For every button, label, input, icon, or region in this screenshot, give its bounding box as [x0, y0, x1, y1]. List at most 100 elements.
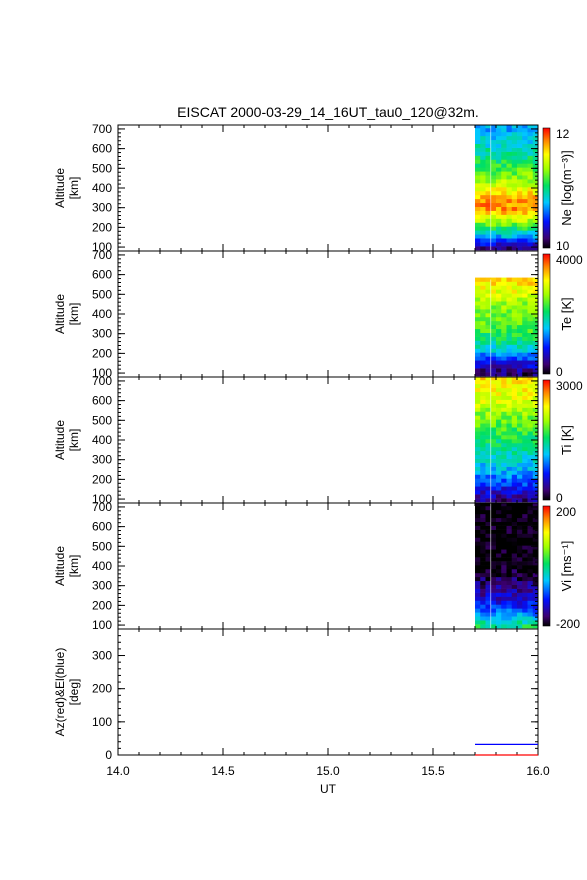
- heatmap-cell: [485, 377, 492, 381]
- heatmap-cell: [506, 368, 513, 373]
- heatmap-cell: [511, 423, 518, 428]
- heatmap-cell: [485, 435, 492, 440]
- heatmap-cell: [517, 214, 523, 219]
- heatmap-cell: [506, 592, 513, 597]
- x-tick-label: 14.0: [106, 764, 130, 778]
- heatmap-cell: [527, 407, 534, 412]
- heatmap-cell: [511, 127, 518, 133]
- heatmap-cell: [522, 183, 528, 188]
- heatmap-cell: [532, 320, 539, 326]
- heatmap-cell: [475, 320, 481, 326]
- heatmap-cell: [501, 332, 507, 337]
- heatmap-cell: [496, 565, 502, 570]
- heatmap-cell: [496, 462, 502, 467]
- heatmap-cell: [527, 612, 534, 617]
- heatmap-cell: [480, 435, 486, 440]
- heatmap-cell: [490, 364, 497, 369]
- heatmap-cell: [490, 277, 497, 282]
- heatmap-cell: [485, 320, 492, 326]
- heatmap-cell: [522, 454, 528, 460]
- heatmap-cell: [496, 576, 502, 582]
- heatmap-cell: [501, 604, 507, 609]
- heatmap-cell: [490, 450, 497, 456]
- heatmap-cell: [511, 155, 518, 160]
- heatmap-cell: [490, 494, 497, 499]
- heatmap-cell: [517, 125, 523, 129]
- heatmap-cell: [480, 167, 486, 172]
- heatmap-cell: [506, 446, 513, 452]
- heatmap-cell: [506, 364, 513, 369]
- heatmap-cell: [511, 289, 518, 294]
- heatmap-cell: [506, 316, 513, 322]
- heatmap-cell: [496, 320, 502, 326]
- heatmap-cell: [501, 568, 507, 574]
- heatmap-cell: [480, 372, 486, 377]
- heatmap-cell: [511, 234, 518, 239]
- heatmap-cell: [485, 537, 492, 542]
- heatmap-cell: [480, 415, 486, 420]
- heatmap-cell: [480, 490, 486, 495]
- heatmap-cell: [517, 309, 523, 314]
- heatmap-cell: [501, 293, 507, 298]
- heatmap-cell: [490, 159, 497, 164]
- heatmap-cell: [475, 167, 481, 172]
- heatmap-cell: [527, 576, 534, 582]
- heatmap-cell: [475, 222, 481, 227]
- heatmap-cell: [527, 521, 534, 526]
- heatmap-cell: [517, 588, 523, 593]
- heatmap-cell: [475, 348, 481, 353]
- heatmap-cell: [527, 198, 534, 204]
- heatmap-cell: [506, 553, 513, 558]
- heatmap-cell: [496, 328, 502, 334]
- heatmap-cell: [506, 450, 513, 456]
- heatmap-cell: [511, 125, 518, 129]
- heatmap-cell: [490, 427, 497, 432]
- heatmap-cell: [506, 179, 513, 184]
- heatmap-cell: [501, 423, 507, 428]
- heatmap-cell: [496, 592, 502, 597]
- heatmap-cell: [517, 190, 523, 196]
- heatmap-cell: [522, 624, 528, 629]
- heatmap-cell: [485, 246, 492, 251]
- heatmap-cell: [511, 624, 518, 629]
- heatmap-cell: [496, 568, 502, 574]
- heatmap-cell: [490, 316, 497, 322]
- heatmap-cell: [517, 411, 523, 416]
- heatmap-cell: [511, 478, 518, 483]
- heatmap-cell: [480, 305, 486, 310]
- heatmap-cell: [506, 383, 513, 389]
- heatmap-cell: [501, 171, 507, 176]
- heatmap-cell: [517, 194, 523, 200]
- colorbar-max-label: 3000: [556, 379, 583, 393]
- heatmap-cell: [490, 439, 497, 444]
- heatmap-cell: [480, 604, 486, 609]
- heatmap-cell: [490, 478, 497, 483]
- heatmap-cell: [501, 183, 507, 188]
- heatmap-cell: [511, 139, 518, 145]
- heatmap-cell: [522, 344, 528, 349]
- heatmap-cell: [475, 356, 481, 361]
- heatmap-cell: [517, 541, 523, 546]
- heatmap-cell: [506, 470, 513, 475]
- heatmap-cell: [496, 190, 502, 196]
- heatmap-cell: [485, 588, 492, 593]
- heatmap-cell: [522, 391, 528, 397]
- heatmap-cell: [480, 572, 486, 578]
- heatmap-cell: [522, 572, 528, 578]
- heatmap-cell: [480, 324, 486, 330]
- heatmap-cell: [532, 332, 539, 337]
- heatmap-cell: [490, 584, 497, 589]
- heatmap-cell: [485, 159, 492, 164]
- heatmap-cell: [511, 545, 518, 550]
- heatmap-cell: [475, 285, 481, 290]
- heatmap-cell: [490, 545, 497, 550]
- heatmap-cell: [511, 285, 518, 290]
- heatmap-cell: [501, 277, 507, 282]
- heatmap-cell: [517, 391, 523, 397]
- heatmap-cell: [517, 202, 523, 208]
- heatmap-cell: [480, 498, 486, 503]
- heatmap-cell: [517, 490, 523, 495]
- heatmap-cell: [517, 620, 523, 625]
- heatmap-cell: [490, 592, 497, 597]
- heatmap-cell: [532, 222, 539, 227]
